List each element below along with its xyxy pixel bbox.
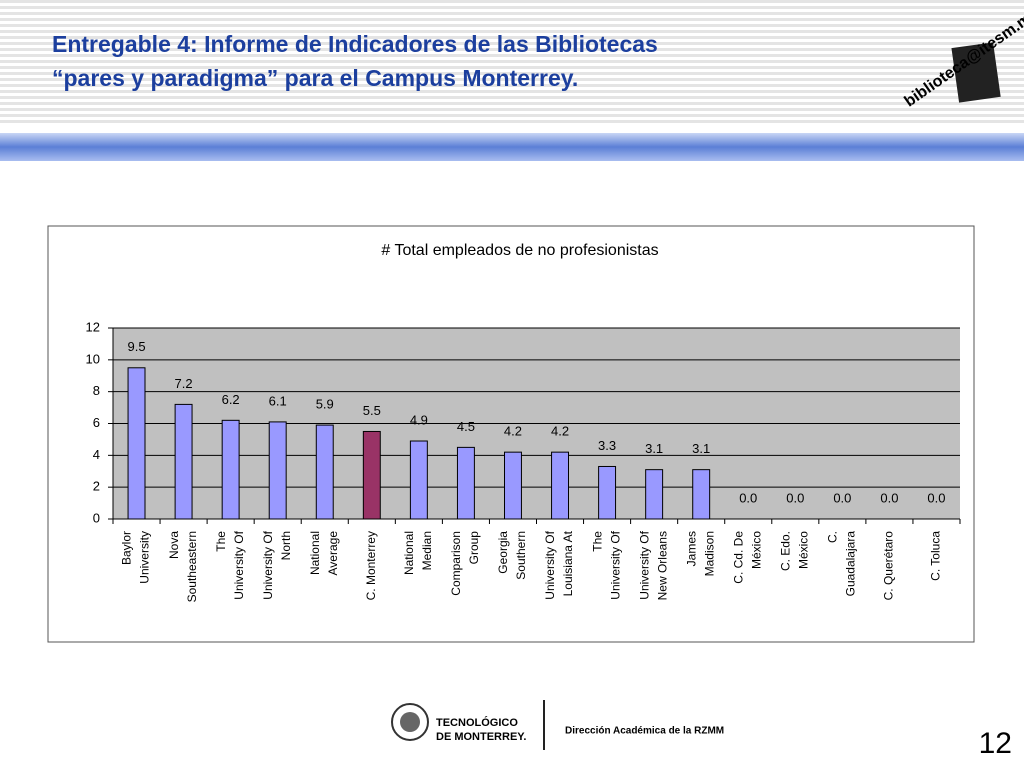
- x-tick-label: C. Monterrey: [364, 531, 378, 600]
- y-tick-label: 12: [86, 319, 100, 334]
- y-tick-label: 10: [86, 351, 100, 366]
- bar: [504, 451, 522, 520]
- x-tick-label: National: [402, 531, 416, 575]
- slide-title: “pares y paradigma” para el Campus Monte…: [52, 65, 578, 91]
- bar: [645, 469, 664, 520]
- data-label: 9.5: [127, 339, 145, 354]
- bar: [362, 430, 381, 520]
- x-tick-label: Guadalajara: [844, 531, 858, 597]
- footer-logo-text: DE MONTERREY.: [436, 731, 526, 743]
- x-tick-label: C.: [826, 531, 840, 543]
- data-label: 6.2: [222, 392, 240, 407]
- data-label: 3.1: [645, 441, 663, 456]
- data-label: 4.5: [457, 419, 475, 434]
- x-tick-label: University Of: [637, 530, 651, 599]
- bar: [551, 451, 569, 520]
- data-label: 7.2: [175, 376, 193, 391]
- bar: [127, 367, 146, 520]
- data-label: 3.3: [598, 438, 616, 453]
- bar: [456, 446, 475, 520]
- x-tick-label: Average: [326, 531, 340, 576]
- x-tick-label: C. Cd. De: [731, 531, 745, 584]
- bar: [692, 469, 711, 520]
- y-tick-label: 6: [93, 415, 100, 430]
- page-number: 12: [979, 727, 1012, 760]
- data-label: 3.1: [692, 441, 710, 456]
- x-tick-label: México: [749, 531, 763, 569]
- data-label: 4.2: [551, 424, 569, 439]
- x-tick-label: México: [796, 531, 810, 569]
- bar: [598, 465, 617, 520]
- slide-title: Entregable 4: Informe de Indicadores de …: [52, 31, 658, 57]
- bar: [409, 440, 428, 520]
- x-tick-label: C. Edo.: [778, 531, 792, 571]
- x-tick-label: Louisiana At: [561, 530, 575, 596]
- y-tick-label: 8: [93, 383, 100, 398]
- y-tick-label: 0: [93, 510, 100, 525]
- x-tick-label: C. Toluca: [929, 531, 943, 581]
- x-tick-label: Median: [420, 531, 434, 570]
- x-tick-label: Southern: [514, 531, 528, 580]
- chart-title: # Total empleados de no profesionistas: [381, 242, 658, 259]
- footer-logo: [391, 703, 429, 741]
- y-tick-label: 2: [93, 479, 100, 494]
- data-label: 0.0: [880, 490, 898, 505]
- x-tick-label: University Of: [543, 530, 557, 599]
- x-tick-label: Baylor: [120, 531, 134, 565]
- x-tick-label: University Of: [232, 530, 246, 599]
- x-tick-label: New Orleans: [655, 531, 669, 600]
- bar: [268, 421, 287, 520]
- bar: [174, 403, 193, 520]
- x-tick-label: Group: [467, 531, 481, 565]
- x-tick-label: Georgia: [496, 531, 510, 574]
- x-tick-label: Southeastern: [185, 531, 199, 602]
- data-label: 4.2: [504, 424, 522, 439]
- header-background: [0, 0, 1024, 125]
- x-tick-label: University Of: [261, 530, 275, 599]
- x-tick-label: National: [308, 531, 322, 575]
- data-label: 0.0: [927, 490, 945, 505]
- x-tick-label: Madison: [702, 531, 716, 576]
- x-tick-label: C. Querétaro: [882, 531, 896, 601]
- x-tick-label: University Of: [608, 530, 622, 599]
- data-label: 0.0: [833, 490, 851, 505]
- data-label: 0.0: [739, 490, 757, 505]
- x-tick-label: Comparison: [449, 531, 463, 596]
- data-label: 5.9: [316, 397, 334, 412]
- bar: [315, 424, 334, 520]
- data-label: 5.5: [363, 403, 381, 418]
- x-tick-label: The: [590, 531, 604, 552]
- plot: 0 2 4 6 8 10 12 9.5 Baylor University 7.2 Nova South…: [86, 319, 961, 602]
- header-bar: [0, 133, 1024, 161]
- data-label: 4.9: [410, 412, 428, 427]
- x-tick-label: James: [684, 531, 698, 566]
- footer-department: Dirección Académica de la RZMM: [565, 726, 724, 737]
- bar: [221, 419, 240, 520]
- data-label: 0.0: [786, 490, 804, 505]
- data-label: 6.1: [269, 393, 287, 408]
- footer-logo-text: TECNOLÓGICO: [436, 716, 518, 729]
- x-tick-label: Nova: [167, 531, 181, 559]
- x-tick-label: North: [279, 531, 293, 560]
- y-tick-label: 4: [93, 447, 100, 462]
- x-tick-label: The: [214, 531, 228, 552]
- x-tick-label: University: [138, 531, 152, 584]
